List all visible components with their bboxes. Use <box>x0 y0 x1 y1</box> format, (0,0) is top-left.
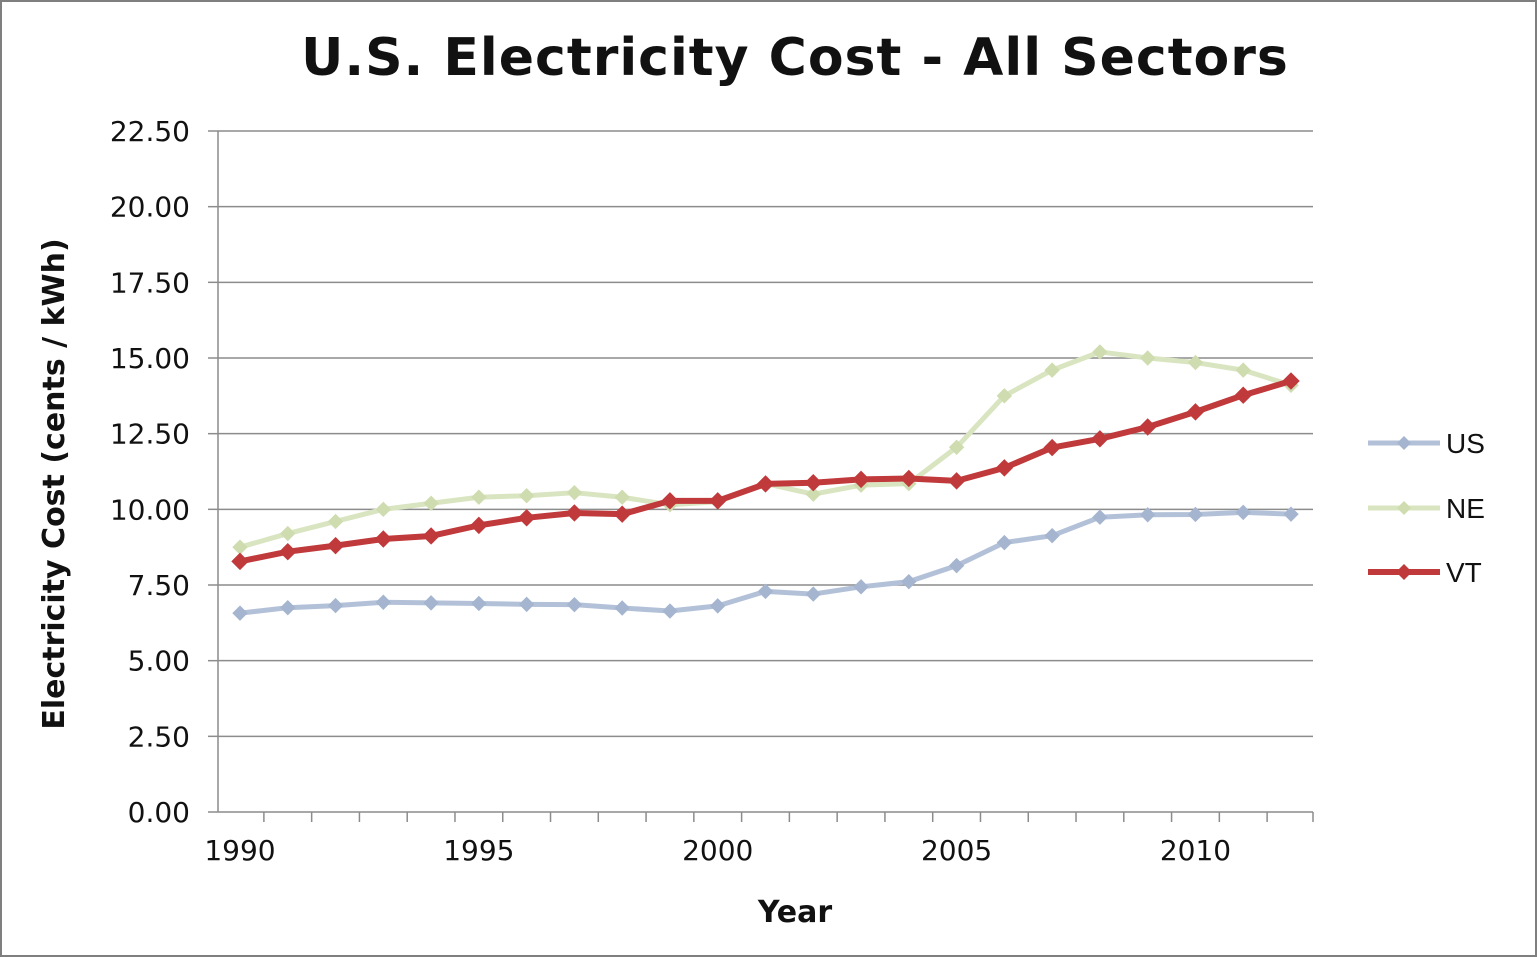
point-ne-1993 <box>375 501 392 518</box>
y-tick-label-0: 0.00 <box>128 796 190 829</box>
point-ne-1990 <box>232 539 248 555</box>
x-tick-label-2005: 2005 <box>921 834 992 867</box>
point-us-2003 <box>853 579 869 595</box>
series-ne <box>232 344 1299 555</box>
point-ne-1998 <box>614 489 630 505</box>
legend-label-us: US <box>1446 428 1485 459</box>
series-vt <box>231 372 1300 571</box>
y-tick-label-9: 22.50 <box>110 115 190 148</box>
series-line-vt <box>237 378 1294 565</box>
y-tick-label-4: 10.00 <box>110 493 190 526</box>
point-us-1998 <box>614 600 630 616</box>
point-vt-1999 <box>661 492 679 510</box>
point-us-1990 <box>232 605 248 621</box>
point-vt-1997 <box>565 504 584 522</box>
point-us-2001 <box>757 583 774 600</box>
legend-item-us: US <box>1368 428 1485 459</box>
legend-marker-ne <box>1397 501 1411 515</box>
point-us-2004 <box>901 573 917 590</box>
point-vt-2011 <box>1234 386 1252 404</box>
point-us-2005 <box>948 557 965 574</box>
y-tick-label-8: 20.00 <box>110 191 190 224</box>
point-us-2006 <box>996 534 1013 551</box>
axes: 0.00 2.50 5.00 7.50 10.00 12.50 15.00 17.50 20.0… <box>110 115 1314 867</box>
point-ne-2008 <box>1092 344 1108 360</box>
point-vt-1990 <box>231 552 249 571</box>
point-vt-1998 <box>613 505 631 523</box>
y-tick-label-7: 17.50 <box>110 266 190 299</box>
point-vt-2009 <box>1138 418 1157 436</box>
point-us-2009 <box>1139 507 1156 523</box>
point-vt-2007 <box>1043 438 1061 457</box>
point-us-1993 <box>375 594 392 610</box>
point-ne-1994 <box>423 495 439 511</box>
x-tick-label-1990: 1990 <box>204 834 275 867</box>
point-vt-2003 <box>852 470 870 489</box>
point-us-1997 <box>566 596 583 613</box>
point-us-2011 <box>1235 504 1251 521</box>
y-axis-title: Electricity Cost (cents / kWh) <box>37 238 72 729</box>
point-ne-1996 <box>518 488 535 504</box>
x-tick-label-2010: 2010 <box>1160 834 1231 867</box>
point-us-2002 <box>805 586 821 602</box>
point-vt-1992 <box>326 536 345 555</box>
point-us-2000 <box>710 598 726 614</box>
point-ne-2006 <box>996 388 1013 404</box>
point-us-1992 <box>327 597 344 614</box>
point-vt-2004 <box>900 469 918 488</box>
point-vt-1995 <box>470 516 488 535</box>
point-vt-2000 <box>709 492 727 510</box>
point-ne-1991 <box>280 525 296 542</box>
point-us-1999 <box>662 603 678 619</box>
point-ne-2007 <box>1044 362 1060 378</box>
legend-marker-us <box>1397 436 1411 450</box>
y-tick-label-3: 7.50 <box>128 569 190 602</box>
point-us-1994 <box>423 595 439 611</box>
point-vt-2010 <box>1186 403 1205 421</box>
point-vt-2006 <box>995 459 1014 477</box>
legend-label-ne: NE <box>1446 493 1485 524</box>
point-vt-1993 <box>374 530 393 548</box>
point-us-2012 <box>1283 506 1299 522</box>
legend: US NE VT <box>1368 428 1485 588</box>
point-vt-1994 <box>422 527 440 545</box>
point-us-1996 <box>518 596 535 613</box>
point-ne-1995 <box>471 489 487 505</box>
point-us-2007 <box>1044 527 1060 544</box>
legend-label-vt: VT <box>1446 557 1482 588</box>
point-ne-1997 <box>566 484 583 501</box>
point-us-2008 <box>1092 509 1108 525</box>
point-vt-2005 <box>947 472 966 490</box>
y-tick-label-6: 15.00 <box>110 342 190 375</box>
point-ne-2005 <box>948 439 965 455</box>
y-tick-label-1: 2.50 <box>128 720 190 753</box>
legend-item-vt: VT <box>1368 557 1482 588</box>
y-tick-label-2: 5.00 <box>128 645 190 678</box>
point-vt-2001 <box>756 475 775 493</box>
point-vt-2008 <box>1091 430 1109 448</box>
point-vt-1991 <box>279 542 297 561</box>
point-ne-2011 <box>1235 362 1251 378</box>
point-us-1995 <box>471 595 487 612</box>
point-vt-2012 <box>1282 372 1300 390</box>
point-vt-1996 <box>517 509 536 527</box>
point-ne-1992 <box>327 513 344 530</box>
legend-marker-vt <box>1396 564 1412 580</box>
x-tick-label-2000: 2000 <box>682 834 753 867</box>
y-tick-label-5: 12.50 <box>110 418 190 451</box>
x-axis-title: Year <box>757 895 833 930</box>
series-us <box>232 504 1299 621</box>
point-ne-2002 <box>805 486 821 502</box>
chart-title: U.S. Electricity Cost - All Sectors <box>301 28 1289 88</box>
point-ne-2010 <box>1187 354 1204 371</box>
point-ne-2009 <box>1139 350 1156 366</box>
point-us-1991 <box>280 599 296 616</box>
x-tick-label-1995: 1995 <box>443 834 514 867</box>
point-us-2010 <box>1187 506 1204 523</box>
legend-item-ne: NE <box>1368 493 1485 524</box>
point-vt-2002 <box>804 473 822 492</box>
series-layer <box>231 344 1300 621</box>
